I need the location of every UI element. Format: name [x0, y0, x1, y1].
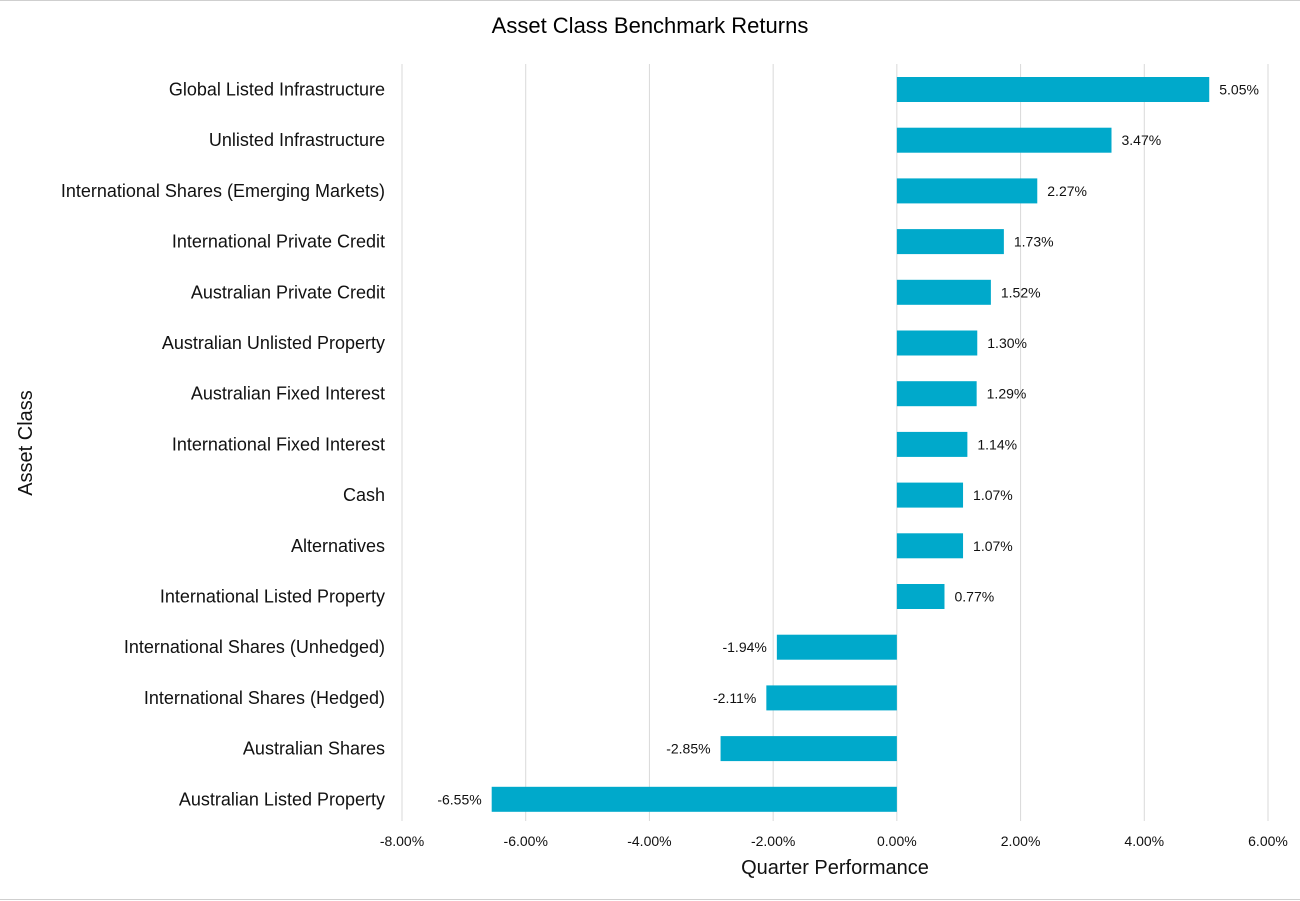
category-label: International Private Credit	[172, 232, 385, 252]
bar	[896, 431, 968, 457]
value-labels: 5.05% 3.47% 2.27% 1.73% 1.52% 1.30% 1.29% 1.14%…	[437, 82, 1259, 808]
x-tick-label: 6.00%	[1248, 833, 1288, 849]
category-label: Australian Fixed Interest	[191, 384, 385, 404]
bars	[491, 77, 1210, 812]
x-tick-label: -2.00%	[751, 833, 795, 849]
value-label: 1.29%	[987, 386, 1027, 402]
x-tick-labels: -8.00% -6.00% -4.00% -2.00% 0.00% 2.00% 4.00% 6…	[380, 833, 1288, 849]
value-label: 2.27%	[1047, 183, 1087, 199]
category-label: International Listed Property	[160, 587, 385, 607]
value-label: -1.94%	[722, 639, 766, 655]
category-label: Cash	[343, 485, 385, 505]
category-label: Global Listed Infrastructure	[169, 80, 385, 100]
bar	[896, 584, 945, 609]
category-labels: Global Listed Infrastructure Unlisted Inf…	[61, 80, 385, 810]
bar	[896, 533, 964, 559]
value-label: -2.85%	[666, 741, 710, 757]
value-label: 1.52%	[1001, 284, 1041, 300]
value-label: 1.73%	[1014, 234, 1054, 250]
category-label: Australian Unlisted Property	[162, 333, 385, 353]
bar	[896, 178, 1038, 204]
bar	[896, 381, 977, 407]
grid-lines	[401, 64, 1269, 821]
bar	[491, 786, 897, 812]
value-label: 1.30%	[987, 335, 1027, 351]
value-label: 1.07%	[973, 487, 1013, 503]
x-tick-label: -4.00%	[627, 833, 671, 849]
category-label: Australian Listed Property	[179, 789, 385, 809]
bar	[776, 634, 897, 660]
x-tick-label: -6.00%	[504, 833, 548, 849]
value-label: -2.11%	[713, 690, 756, 706]
chart-title: Asset Class Benchmark Returns	[491, 13, 809, 38]
y-axis-title: Asset Class	[15, 390, 37, 496]
x-tick-label: -8.00%	[380, 833, 424, 849]
value-label: 1.14%	[977, 436, 1017, 452]
category-label: Unlisted Infrastructure	[209, 130, 385, 150]
category-label: International Shares (Hedged)	[144, 688, 385, 708]
category-label: International Shares (Emerging Markets)	[61, 181, 385, 201]
category-label: Australian Shares	[243, 739, 385, 759]
bar	[896, 279, 991, 305]
x-tick-label: 0.00%	[877, 833, 917, 849]
category-label: Alternatives	[291, 536, 385, 556]
category-label: International Shares (Unhedged)	[124, 637, 385, 657]
value-label: -6.55%	[437, 791, 481, 807]
bar	[720, 736, 897, 762]
x-tick-label: 2.00%	[1001, 833, 1041, 849]
x-tick-label: 4.00%	[1124, 833, 1164, 849]
category-label: International Fixed Interest	[172, 434, 385, 454]
bar	[766, 685, 897, 711]
value-label: 3.47%	[1122, 132, 1162, 148]
bar	[896, 482, 964, 508]
category-label: Australian Private Credit	[191, 282, 385, 302]
value-label: 1.07%	[973, 538, 1013, 554]
x-axis-title: Quarter Performance	[741, 857, 929, 879]
bar	[896, 77, 1210, 102]
value-label: 0.77%	[954, 589, 994, 605]
bar	[896, 229, 1004, 255]
bar	[896, 330, 978, 356]
bar	[896, 127, 1112, 153]
value-label: 5.05%	[1219, 82, 1259, 98]
